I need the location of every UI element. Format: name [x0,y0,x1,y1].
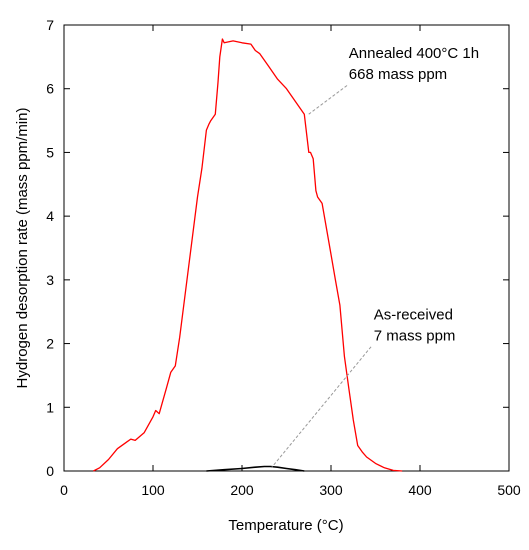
x-tick-label: 100 [141,482,165,498]
y-axis-label: Hydrogen desorption rate (mass ppm/min) [14,108,31,389]
annotation-label: 7 mass ppm [374,327,456,344]
y-axis-ticks: 0 1 2 3 4 5 6 7 [46,17,509,479]
x-tick-label: 200 [230,482,254,498]
y-tick-label: 5 [46,144,54,160]
y-tick-label: 3 [46,272,54,288]
x-tick-label: 0 [60,482,68,498]
annotation-label: As-received [374,306,453,323]
y-tick-label: 0 [46,463,54,479]
annotation-leader-line [270,346,372,469]
y-tick-label: 7 [46,17,54,33]
x-tick-label: 400 [408,482,432,498]
y-tick-label: 1 [46,399,54,415]
x-tick-label: 500 [497,482,521,498]
y-tick-label: 2 [46,336,54,352]
x-axis-ticks: 0 100 200 300 400 500 [60,25,521,498]
y-tick-label: 4 [46,208,54,224]
annotation-label: Annealed 400°C 1h [349,45,479,62]
series-line-as-received [206,465,305,472]
annotation-label: 668 mass ppm [349,66,447,83]
y-tick-label: 6 [46,81,54,97]
x-tick-label: 300 [319,482,343,498]
series-line-annealed [93,38,403,472]
x-axis-label: Temperature (°C) [228,517,343,534]
series-layer [93,38,403,472]
plot-frame [63,24,510,472]
annotation-layer: Annealed 400°C 1h 668 mass ppm As-received… [270,45,479,469]
annotation-leader-line [308,85,348,115]
